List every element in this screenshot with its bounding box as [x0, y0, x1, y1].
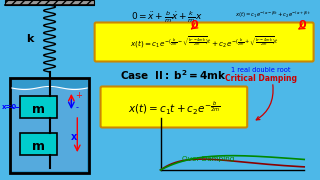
Text: $x(t)=c_1e^{-(\alpha-\beta)t}+c_2e^{-(\alpha+\beta)t}$: $x(t)=c_1e^{-(\alpha-\beta)t}+c_2e^{-(\a… [235, 10, 310, 20]
Text: x: x [71, 132, 77, 142]
Text: Over Damping: Over Damping [182, 156, 234, 162]
Bar [20, 96, 58, 118]
Text: $0 = \ddot{x} + \frac{b}{m}\dot{x} + \frac{k}{m}x$: $0 = \ddot{x} + \frac{b}{m}\dot{x} + \fr… [131, 10, 202, 25]
Text: $\mathbf{0}$: $\mathbf{0}$ [298, 18, 307, 30]
Text: x=0: x=0 [2, 104, 17, 110]
Text: +: + [75, 91, 82, 100]
Bar [5, 0, 94, 5]
Text: $\mathbf{Case\ \ II:\ b^2 = 4mk}$: $\mathbf{Case\ \ II:\ b^2 = 4mk}$ [120, 68, 227, 82]
Bar [12, 88, 87, 171]
Text: k: k [26, 34, 33, 44]
Text: $x(t) = c_1 t + c_2 e^{-\frac{b}{2m}}$: $x(t) = c_1 t + c_2 e^{-\frac{b}{2m}}$ [128, 99, 220, 117]
FancyArrowPatch shape [256, 85, 273, 120]
FancyBboxPatch shape [95, 22, 314, 62]
Bar [20, 133, 58, 155]
Text: Critical Damping: Critical Damping [225, 74, 297, 83]
Bar [10, 78, 89, 173]
Text: $x(t)=c_1e^{-(\frac{b}{2m}-\sqrt{\frac{b^2-4mk}{2m}})t}+c_2e^{-(\frac{b}{2m}+\sq: $x(t)=c_1e^{-(\frac{b}{2m}-\sqrt{\frac{b… [130, 36, 278, 50]
Text: m: m [32, 102, 45, 116]
Text: -: - [75, 103, 78, 112]
Text: m: m [32, 140, 45, 152]
Text: 1 real double root: 1 real double root [231, 67, 290, 73]
Text: $\mathbf{0}$: $\mathbf{0}$ [190, 18, 199, 30]
FancyBboxPatch shape [100, 87, 247, 127]
